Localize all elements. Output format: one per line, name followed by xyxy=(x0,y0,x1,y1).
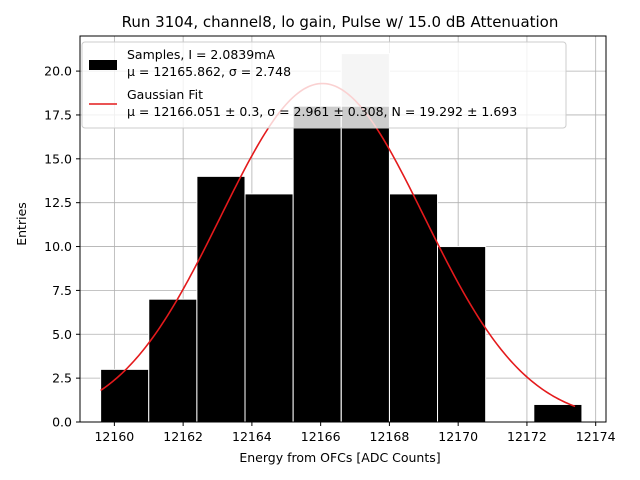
x-tick-label: 12172 xyxy=(507,429,547,444)
y-axis-ticks: 0.0 2.5 5.0 7.5 10.0 12.5 15.0 17.5 20.0 xyxy=(44,64,80,430)
y-tick-label: 20.0 xyxy=(44,64,72,79)
histogram-bar xyxy=(340,105,390,423)
x-tick-label: 12174 xyxy=(576,429,616,444)
x-tick-label: 12166 xyxy=(301,429,341,444)
x-tick-label: 12168 xyxy=(370,429,410,444)
histogram-bar xyxy=(100,368,150,423)
y-tick-label: 17.5 xyxy=(44,107,72,122)
y-tick-label: 15.0 xyxy=(44,151,72,166)
x-tick-label: 12164 xyxy=(232,429,272,444)
plot-area: 12160 12162 12164 12166 12168 12170 12172 12174… xyxy=(44,35,616,444)
legend-samples-label: Samples, I = 2.0839mA xyxy=(127,47,275,62)
legend: Samples, I = 2.0839mA μ = 12165.862, σ =… xyxy=(81,41,567,129)
y-tick-label: 5.0 xyxy=(52,327,72,342)
y-tick-label: 12.5 xyxy=(44,195,72,210)
histogram-bars xyxy=(100,53,583,423)
chart-title: Run 3104, channel8, lo gain, Pulse w/ 15… xyxy=(122,13,559,31)
legend-box xyxy=(81,41,567,129)
y-axis-label: Entries xyxy=(14,202,29,246)
histogram-bar xyxy=(437,246,487,423)
y-tick-label: 0.0 xyxy=(52,415,72,430)
histogram-bar xyxy=(244,193,294,423)
x-tick-label: 12170 xyxy=(438,429,478,444)
histogram-bar xyxy=(292,105,342,423)
x-axis-ticks: 12160 12162 12164 12166 12168 12170 12172 12174 xyxy=(94,422,616,444)
y-tick-label: 10.0 xyxy=(44,239,72,254)
y-tick-label: 7.5 xyxy=(52,283,72,298)
legend-fit-label: Gaussian Fit xyxy=(127,87,203,102)
legend-samples-stats: μ = 12165.862, σ = 2.748 xyxy=(127,64,291,79)
x-tick-label: 12160 xyxy=(94,429,134,444)
y-tick-label: 2.5 xyxy=(52,371,72,386)
histogram-bar xyxy=(196,175,246,423)
legend-fit-stats: μ = 12166.051 ± 0.3, σ = 2.961 ± 0.308, … xyxy=(127,104,517,119)
x-tick-label: 12162 xyxy=(163,429,203,444)
histogram-bar xyxy=(148,298,198,423)
legend-samples-swatch xyxy=(89,60,117,70)
x-axis-label: Energy from OFCs [ADC Counts] xyxy=(239,450,440,465)
axes-frame xyxy=(79,35,607,423)
